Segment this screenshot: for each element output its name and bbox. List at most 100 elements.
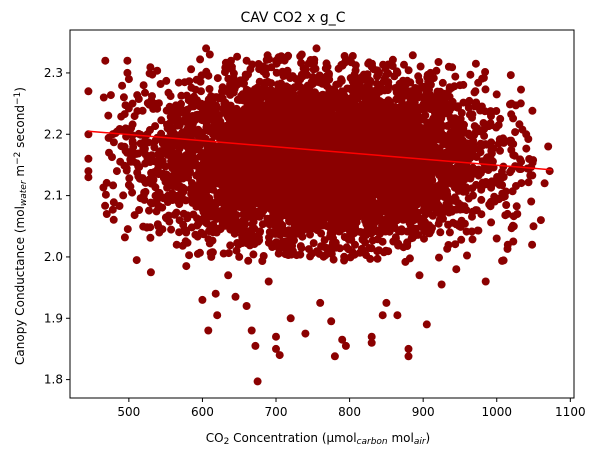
data-point bbox=[341, 341, 350, 350]
data-point bbox=[272, 332, 280, 341]
data-point bbox=[123, 68, 132, 77]
axis-label-part: Concentration (µmol bbox=[229, 431, 356, 445]
data-point bbox=[275, 351, 284, 360]
data-point bbox=[540, 179, 549, 188]
data-point bbox=[378, 311, 387, 320]
data-point bbox=[297, 50, 306, 59]
data-point bbox=[286, 314, 295, 323]
axis-label-part: ) bbox=[426, 431, 431, 445]
data-point bbox=[316, 298, 325, 307]
data-point bbox=[312, 44, 321, 53]
data-point bbox=[503, 240, 512, 249]
data-point bbox=[182, 262, 191, 271]
data-point bbox=[507, 99, 516, 108]
data-point bbox=[415, 271, 424, 280]
data-point bbox=[404, 352, 413, 361]
data-point bbox=[522, 130, 531, 139]
axis-label-part: Canopy Conductance (mol bbox=[13, 206, 27, 365]
data-point bbox=[127, 124, 136, 133]
axis-label-part: CO bbox=[206, 431, 224, 445]
x-tick-label: 600 bbox=[191, 405, 214, 419]
axis-label-part: −1 bbox=[13, 92, 23, 105]
data-point bbox=[492, 234, 501, 243]
data-point bbox=[84, 87, 93, 96]
data-point bbox=[272, 344, 280, 353]
data-point bbox=[536, 216, 545, 225]
axis-label-part: water bbox=[19, 179, 29, 206]
data-point bbox=[327, 317, 336, 326]
axis-label-part: 2 bbox=[224, 437, 230, 447]
data-point bbox=[492, 90, 501, 99]
data-point bbox=[224, 271, 233, 280]
data-point bbox=[202, 44, 211, 53]
data-point bbox=[251, 341, 260, 350]
data-point bbox=[513, 210, 522, 218]
data-point bbox=[456, 81, 464, 90]
data-point bbox=[213, 311, 222, 320]
y-tick-label: 2.3 bbox=[44, 66, 63, 80]
data-point bbox=[301, 329, 310, 338]
axis-label-part: second bbox=[13, 105, 27, 152]
x-axis-ticks: 500 600 700 800 900 1000 1100 bbox=[117, 398, 586, 419]
data-point bbox=[102, 210, 111, 218]
data-point bbox=[367, 62, 376, 71]
data-point bbox=[105, 148, 113, 157]
data-point bbox=[481, 277, 490, 286]
y-tick-label: 1.9 bbox=[44, 311, 63, 325]
data-point bbox=[422, 320, 431, 329]
data-point bbox=[393, 68, 402, 77]
data-point bbox=[84, 167, 93, 176]
data-point bbox=[231, 292, 240, 301]
dense-point-cloud bbox=[99, 51, 538, 266]
data-point bbox=[169, 191, 177, 200]
data-point bbox=[330, 352, 339, 361]
data-point bbox=[211, 289, 220, 298]
data-point bbox=[84, 154, 93, 163]
data-point bbox=[528, 240, 537, 249]
data-point bbox=[323, 62, 332, 71]
data-point bbox=[367, 338, 376, 347]
y-tick-label: 2.0 bbox=[44, 250, 63, 264]
axis-label-part: air bbox=[414, 437, 427, 447]
x-axis-label: CO2 Concentration (µmolcarbon molair) bbox=[206, 431, 430, 447]
data-point bbox=[529, 222, 538, 231]
data-point bbox=[143, 130, 152, 139]
data-point bbox=[264, 277, 273, 286]
data-point bbox=[338, 335, 347, 344]
y-axis-label: Canopy Conductance (molwater m−2 second−… bbox=[13, 87, 29, 365]
data-point bbox=[444, 62, 453, 71]
axis-label-part: carbon bbox=[357, 437, 388, 447]
data-point bbox=[101, 56, 110, 65]
x-tick-label: 800 bbox=[338, 405, 361, 419]
data-point bbox=[84, 173, 93, 182]
data-point bbox=[172, 240, 181, 249]
axis-label-part: m bbox=[13, 165, 27, 181]
data-point bbox=[545, 167, 554, 176]
y-axis-ticks: 1.8 1.9 2.0 2.1 2.2 2.3 bbox=[44, 66, 70, 387]
chart-title: CAV CO2 x g_C bbox=[240, 10, 345, 26]
data-point bbox=[242, 302, 251, 310]
y-tick-label: 2.1 bbox=[44, 189, 63, 203]
fit-line bbox=[88, 130, 552, 171]
plot-frame bbox=[69, 29, 575, 399]
y-tick-label: 1.8 bbox=[44, 373, 63, 387]
data-point bbox=[393, 311, 402, 320]
data-point bbox=[544, 142, 553, 151]
data-point bbox=[139, 81, 148, 90]
data-point bbox=[404, 344, 413, 353]
fit-line-group bbox=[88, 130, 552, 171]
data-point bbox=[272, 56, 280, 65]
data-point bbox=[242, 56, 251, 65]
data-point bbox=[367, 332, 376, 341]
data-point bbox=[452, 265, 461, 274]
axis-label-part: −2 bbox=[13, 152, 23, 165]
data-points bbox=[84, 44, 554, 386]
axis-label-part: mol bbox=[388, 431, 414, 445]
axis-label-part: ) bbox=[13, 87, 27, 92]
data-point bbox=[123, 56, 132, 65]
data-point bbox=[207, 252, 216, 261]
data-point bbox=[198, 295, 207, 304]
data-point bbox=[227, 62, 236, 71]
data-point bbox=[426, 68, 435, 77]
